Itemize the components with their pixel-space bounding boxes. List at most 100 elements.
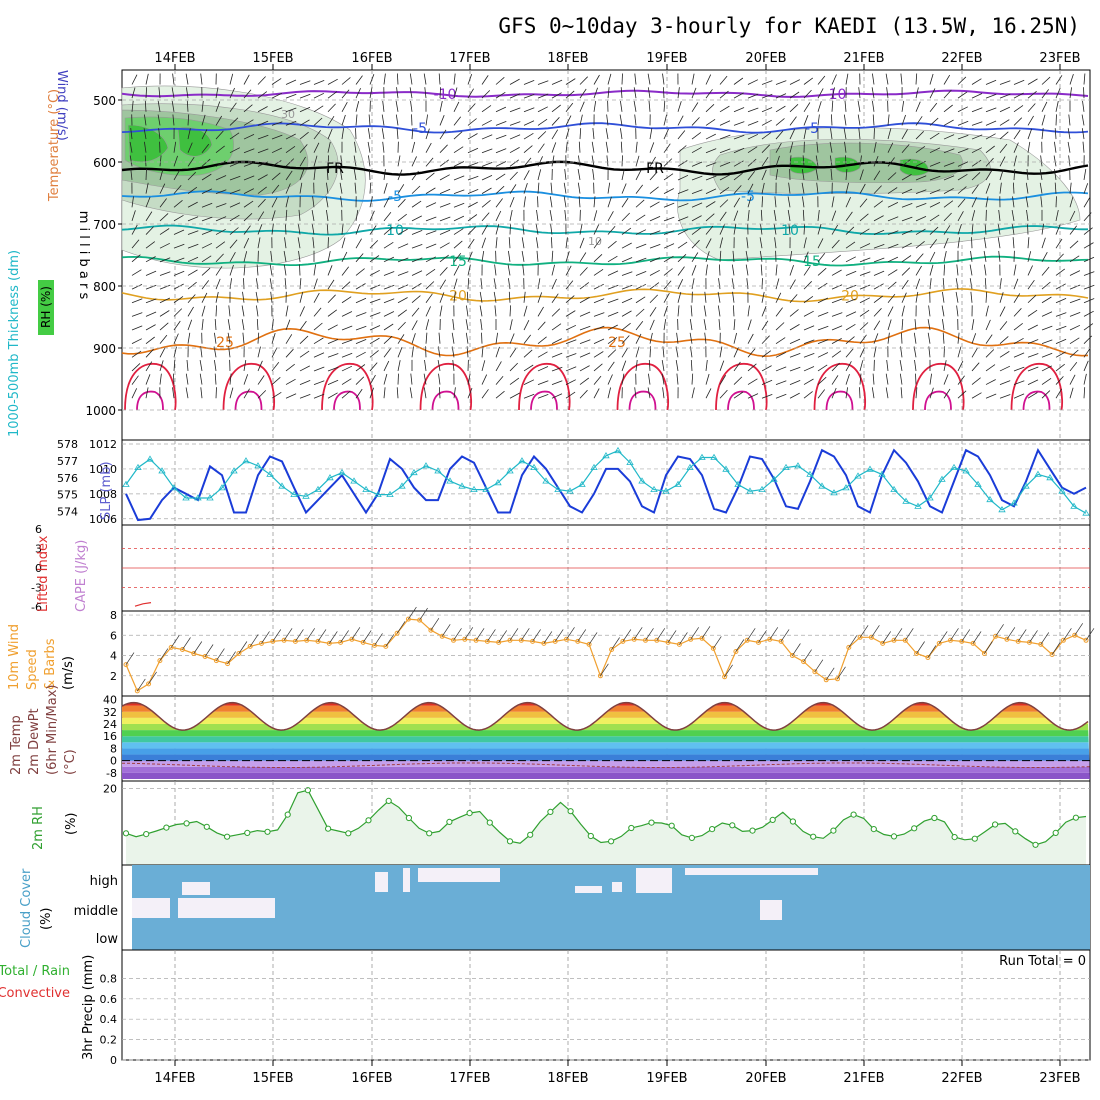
wind-barb: [215, 266, 223, 276]
wind-barb: [731, 264, 735, 276]
wind-barb: [159, 347, 166, 358]
wind-barb: [425, 281, 435, 290]
wind-barb: [537, 93, 549, 99]
wind-barb: [495, 237, 498, 249]
wind-barb: [579, 252, 587, 263]
wind-barb: [831, 325, 843, 331]
rh-label: 30: [281, 108, 295, 121]
thickness-point: [650, 485, 658, 492]
wind-barb: [229, 373, 232, 385]
wind-speed-point: [948, 637, 953, 643]
wind-barb: [565, 141, 568, 153]
wind-barb: [677, 174, 689, 181]
wind-barb: [984, 278, 987, 290]
wind-barb: [831, 74, 837, 85]
wind-barb: [873, 333, 879, 344]
wind-barb: [283, 264, 287, 276]
wind-barb: [131, 196, 134, 208]
wind-barb: [355, 101, 360, 112]
bottom-date-label: 20FEB: [745, 1071, 786, 1086]
wind-barb: [803, 102, 811, 112]
rh2m-point: [183, 820, 190, 827]
wind-barb: [257, 148, 269, 154]
temp-tick-label: 24: [103, 718, 117, 731]
wind-speed-point: [236, 651, 242, 656]
wind-barb: [718, 278, 721, 290]
wind-barb: [341, 237, 346, 249]
wind-barb: [759, 250, 763, 262]
wind-barb: [299, 80, 311, 85]
wind-barb: [859, 625, 869, 638]
wind-barb: [411, 333, 416, 344]
wind-barb: [985, 133, 996, 140]
wind-barb: [362, 630, 372, 643]
wind-barb: [313, 366, 325, 372]
wind-barb: [998, 209, 1001, 221]
wind-barb: [145, 87, 147, 99]
wind-barb: [747, 363, 757, 372]
wind-barb: [676, 373, 679, 385]
wind-barb: [186, 359, 189, 371]
wind-barb: [145, 196, 151, 208]
wind-barb: [340, 155, 343, 167]
wind-barb: [411, 244, 423, 249]
wind-barb: [873, 155, 879, 167]
rh2m-point: [284, 811, 291, 818]
wind-barb: [313, 352, 325, 358]
wind-barb: [1054, 182, 1057, 194]
wind-barb: [663, 100, 666, 112]
wind-barb: [1083, 183, 1089, 194]
thickness-point: [722, 465, 730, 472]
wind-barb: [662, 73, 665, 85]
wind-barb: [481, 175, 493, 181]
wind-barb: [397, 228, 408, 235]
wind-barb: [831, 114, 833, 126]
wind-barb: [984, 223, 987, 235]
wind-barb: [634, 114, 637, 126]
wind-barb: [1069, 312, 1081, 317]
wind-barb: [201, 143, 210, 153]
wind-barb: [243, 119, 254, 126]
wind-barb: [551, 250, 554, 262]
wind-barb: [439, 216, 451, 222]
wind-speed-point: [643, 637, 648, 643]
wind-barb: [1041, 377, 1052, 385]
wind-barb: [887, 243, 899, 249]
wind-barb: [565, 366, 577, 372]
wind-barb: [439, 203, 451, 208]
precip-tick-label: 0.2: [100, 1034, 118, 1047]
isotherm-30-loop: [419, 363, 473, 411]
wind-barb: [270, 291, 273, 303]
wind-barb: [173, 346, 177, 358]
wind-barb: [745, 250, 749, 262]
wind-barb: [383, 335, 393, 344]
wind-barb: [257, 76, 266, 85]
wind-barb: [383, 241, 394, 249]
wind-barb: [397, 360, 401, 372]
wind-barb: [831, 196, 835, 208]
wind-barb: [761, 394, 773, 399]
thickness-point: [386, 490, 394, 497]
wind-barb: [145, 256, 156, 263]
wind-barb: [761, 196, 763, 208]
wind-barb: [775, 264, 778, 276]
thickness-point: [218, 484, 226, 491]
wind-barb: [605, 141, 609, 153]
precip-tick-label: 0: [110, 1054, 117, 1067]
wind-barb: [579, 311, 591, 317]
wind-barb: [1040, 196, 1043, 208]
wind-barb: [551, 338, 562, 345]
wind-barb: [859, 297, 870, 304]
wind-speed-point: [993, 633, 999, 639]
wind-barb: [229, 102, 237, 113]
wind-barb: [187, 319, 193, 331]
wind-barb: [929, 175, 941, 181]
wind-barb: [943, 104, 953, 113]
wind-barb: [733, 319, 736, 331]
thickness-point: [530, 463, 538, 470]
wind-barb: [915, 73, 918, 85]
thickness-point: [818, 482, 826, 489]
wind-barb: [985, 107, 997, 113]
wind-speed-point: [575, 638, 581, 644]
